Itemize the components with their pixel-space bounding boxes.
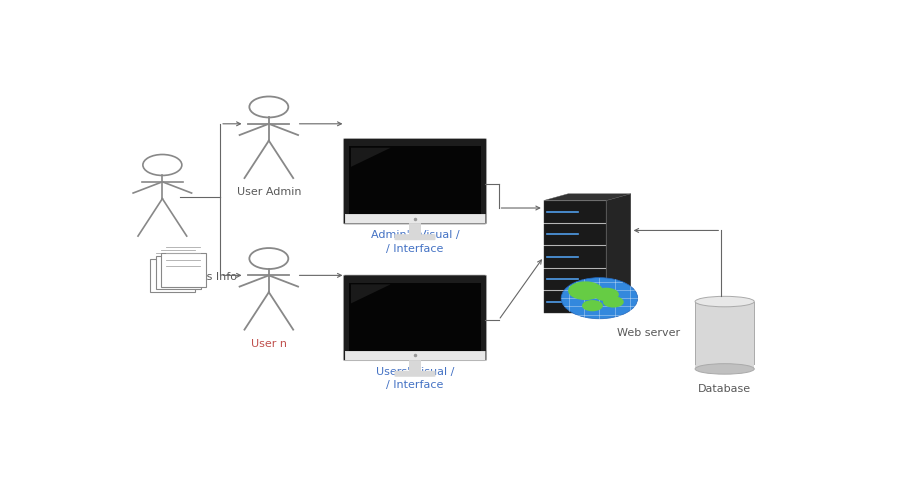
- Bar: [346, 351, 485, 360]
- Bar: [409, 360, 421, 371]
- Text: User Admin: User Admin: [236, 188, 301, 197]
- Text: Resident's Info: Resident's Info: [155, 272, 237, 281]
- Bar: [409, 223, 421, 235]
- Bar: [150, 259, 196, 292]
- Circle shape: [594, 288, 619, 301]
- Bar: [346, 214, 485, 223]
- Bar: [695, 301, 754, 369]
- Bar: [544, 269, 606, 290]
- Bar: [155, 256, 201, 289]
- FancyBboxPatch shape: [343, 139, 487, 224]
- Bar: [544, 246, 606, 268]
- FancyBboxPatch shape: [394, 371, 436, 377]
- Bar: [161, 253, 206, 287]
- Bar: [544, 291, 606, 313]
- Text: Users' Visual /
/ Interface: Users' Visual / / Interface: [375, 367, 454, 390]
- Circle shape: [582, 300, 603, 312]
- Bar: [544, 201, 606, 223]
- Bar: [346, 351, 485, 360]
- FancyBboxPatch shape: [343, 275, 487, 361]
- Polygon shape: [606, 194, 630, 313]
- Polygon shape: [351, 148, 391, 167]
- Polygon shape: [351, 284, 391, 303]
- Text: Admin's Visual /
/ Interface: Admin's Visual / / Interface: [371, 230, 459, 254]
- Bar: [544, 224, 606, 245]
- FancyBboxPatch shape: [394, 234, 436, 240]
- Bar: [348, 146, 481, 221]
- Text: Database: Database: [698, 384, 752, 394]
- Ellipse shape: [695, 296, 754, 307]
- Text: User n: User n: [251, 339, 286, 349]
- Polygon shape: [544, 194, 630, 201]
- Bar: [348, 283, 481, 358]
- Ellipse shape: [695, 364, 754, 374]
- Circle shape: [603, 296, 624, 308]
- Circle shape: [561, 278, 638, 319]
- Bar: [346, 214, 485, 223]
- Text: Web server: Web server: [617, 328, 680, 338]
- Circle shape: [568, 281, 603, 300]
